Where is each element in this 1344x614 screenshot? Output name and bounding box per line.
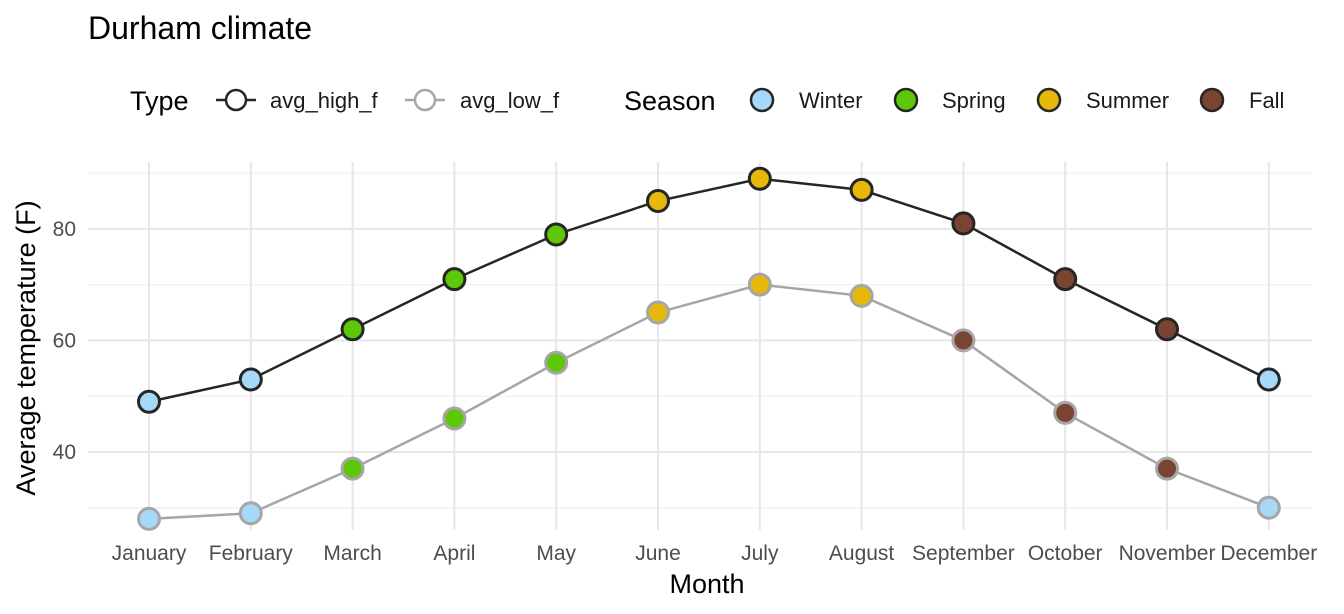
data-point-avg_high_f-september xyxy=(951,211,976,236)
legend-marker-fall xyxy=(1199,87,1225,113)
legend-marker-spring xyxy=(893,87,919,113)
data-point-avg_high_f-october xyxy=(1053,267,1078,292)
legend-item-avg-low: avg_low_f xyxy=(405,88,560,113)
legend-label-summer: Summer xyxy=(1086,88,1169,113)
data-point-avg_high_f-february xyxy=(238,367,263,392)
legend: Type avg_high_f avg_low_f Season Winter … xyxy=(130,86,1284,116)
data-point-avg_high_f-august xyxy=(849,177,874,202)
legend-label-winter: Winter xyxy=(799,88,863,113)
legend-item-avg-high: avg_high_f xyxy=(216,88,379,113)
data-point-avg_low_f-may xyxy=(544,350,569,375)
x-tick-label: December xyxy=(1220,542,1317,565)
data-point-avg_low_f-november xyxy=(1155,456,1179,481)
data-point-avg_high_f-december xyxy=(1256,367,1281,392)
x-tick-label: February xyxy=(209,542,294,565)
x-tick-label: August xyxy=(829,542,895,565)
x-tick-label: November xyxy=(1119,542,1216,565)
legend-label-low: avg_low_f xyxy=(460,88,560,113)
data-point-avg_low_f-february xyxy=(238,501,263,526)
data-point-avg_low_f-august xyxy=(849,283,874,308)
legend-item-winter: Winter xyxy=(749,87,863,113)
x-tick-label: June xyxy=(635,542,681,565)
data-point-avg_high_f-january xyxy=(137,389,161,414)
series-line-avg_low_f xyxy=(148,283,1270,521)
data-point-avg_low_f-march xyxy=(340,456,365,481)
data-point-avg_low_f-september xyxy=(951,328,976,353)
series-line-avg_high_f xyxy=(148,177,1270,403)
data-points xyxy=(137,166,1281,531)
x-axis-ticks: January February March April May June July Augu… xyxy=(112,542,1318,565)
data-point-avg_high_f-may xyxy=(544,222,569,247)
data-point-avg_low_f-january xyxy=(137,506,161,531)
x-tick-label: April xyxy=(433,542,475,565)
data-point-avg_high_f-april xyxy=(442,267,467,292)
data-point-avg_low_f-april xyxy=(442,406,467,431)
series-lines xyxy=(148,177,1270,521)
y-axis-ticks: 40 60 80 xyxy=(53,218,76,464)
x-tick-label: October xyxy=(1028,542,1103,565)
data-point-avg_low_f-october xyxy=(1053,400,1078,425)
x-tick-label: March xyxy=(323,542,381,565)
legend-item-spring: Spring xyxy=(893,87,1006,113)
legend-label-high: avg_high_f xyxy=(270,88,379,113)
legend-type-title: Type xyxy=(130,86,189,116)
data-point-avg_high_f-march xyxy=(340,317,365,342)
grid xyxy=(88,162,1312,530)
legend-marker-winter xyxy=(749,87,775,113)
x-tick-label: July xyxy=(741,542,779,565)
data-point-avg_high_f-june xyxy=(646,189,670,214)
plot-area: January February March April May June July Augu… xyxy=(53,162,1318,565)
data-point-avg_high_f-july xyxy=(747,166,772,191)
legend-item-fall: Fall xyxy=(1199,87,1284,113)
x-tick-label: May xyxy=(536,542,576,565)
y-tick-label: 40 xyxy=(53,441,76,464)
data-point-avg_high_f-november xyxy=(1155,317,1179,342)
y-axis-title: Average temperature (F) xyxy=(11,200,41,495)
x-tick-label: September xyxy=(912,542,1015,565)
chart-title: Durham climate xyxy=(88,10,312,46)
x-axis-title: Month xyxy=(669,569,744,599)
y-tick-label: 60 xyxy=(53,329,76,352)
data-point-avg_low_f-june xyxy=(646,300,670,325)
data-point-avg_low_f-december xyxy=(1256,495,1281,520)
data-point-avg_low_f-july xyxy=(747,272,772,297)
y-tick-label: 80 xyxy=(53,218,76,241)
legend-season-title: Season xyxy=(624,86,716,116)
x-tick-label: January xyxy=(112,542,187,565)
legend-marker-low xyxy=(413,88,437,112)
legend-label-spring: Spring xyxy=(942,88,1006,113)
legend-marker-high xyxy=(224,88,248,112)
legend-item-summer: Summer xyxy=(1036,87,1169,113)
legend-label-fall: Fall xyxy=(1249,88,1284,113)
legend-marker-summer xyxy=(1036,87,1062,113)
